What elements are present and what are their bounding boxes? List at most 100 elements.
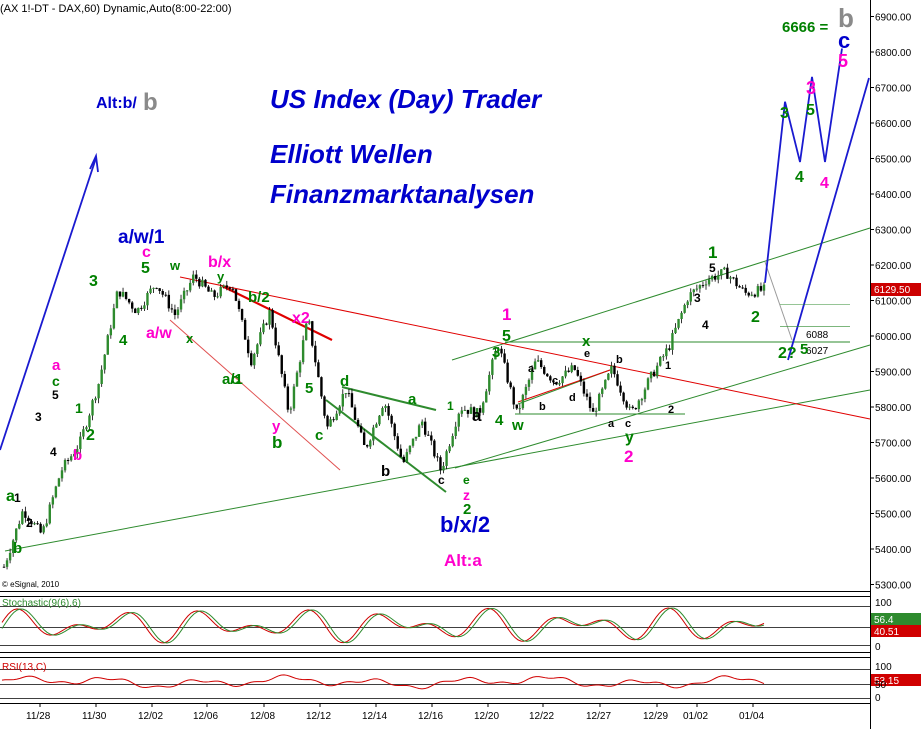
candle (399, 448, 402, 457)
candle (707, 279, 711, 285)
headline-line-1: US Index (Day) Trader (270, 84, 543, 114)
wave-label: c (625, 418, 631, 430)
candle (210, 290, 213, 292)
rsi-line (1, 674, 765, 690)
candle (201, 279, 204, 287)
candle (219, 286, 222, 297)
candle (515, 404, 518, 409)
candle (42, 526, 45, 533)
wave-label: x (186, 331, 194, 346)
price-tick-label: 6900.00 (875, 13, 912, 24)
wave-label: 5 (52, 388, 59, 402)
candle (353, 407, 357, 420)
candle (518, 408, 522, 410)
candle (298, 362, 302, 373)
wave-label: c (315, 427, 323, 444)
candle (127, 298, 131, 303)
candle (222, 285, 225, 287)
stochastic-value-1: 56.4 (874, 615, 894, 626)
candle (759, 286, 763, 291)
x-tick-label: 12/06 (193, 711, 218, 722)
wave-label: c (552, 375, 558, 387)
candle (359, 426, 363, 433)
rsi-tick-50: 50 (875, 680, 887, 691)
wave-label: c (438, 473, 445, 487)
candle (631, 406, 634, 409)
candle (109, 328, 113, 336)
candle (500, 348, 503, 354)
candle (732, 277, 735, 279)
wave-label: 1 (708, 243, 717, 262)
price-tick-label: 5700.00 (875, 439, 912, 450)
candle (207, 286, 210, 292)
candle (30, 521, 33, 525)
trend-lines (4, 227, 871, 552)
last-price-tag-box (871, 283, 921, 296)
x-axis: 11/28 11/30 12/02 12/06 12/08 12/12 12/14 12/16… (26, 703, 764, 722)
candle (659, 356, 662, 366)
wave-label: a (408, 391, 417, 408)
candle (576, 369, 580, 376)
candle (82, 429, 85, 437)
candle (710, 275, 714, 280)
headline-line-3: Finanzmarktanalysen (270, 179, 534, 209)
candle (27, 517, 30, 522)
candle (192, 274, 195, 283)
wave-label: w (169, 258, 181, 273)
wave-label: a/1 (222, 371, 243, 388)
candle (36, 523, 39, 525)
wave-label: x (582, 333, 591, 350)
candle (457, 413, 460, 427)
candle (292, 386, 296, 409)
wave-label: x2 (292, 310, 310, 327)
wave-label: Alt:b/ (96, 95, 137, 112)
rsi-value: 53.15 (874, 676, 899, 687)
wave-label: 1 (14, 491, 21, 505)
stochastic-value-2: 40.51 (874, 627, 899, 638)
candle (106, 335, 109, 355)
chart-title: (AX 1!-DT - DAX,60) Dynamic,Auto(8:00-22… (0, 3, 232, 15)
candle (628, 406, 631, 408)
candle (216, 296, 219, 298)
candle (24, 511, 27, 518)
wave-label: b/x (208, 254, 231, 271)
projection-path (764, 48, 843, 283)
candle (366, 444, 369, 447)
candle (424, 421, 427, 435)
wave-label: 4 (119, 332, 128, 349)
candle (240, 309, 244, 320)
candle (414, 436, 418, 439)
candle (417, 425, 421, 437)
candle (668, 348, 671, 350)
wave-label: 5 (838, 51, 848, 71)
candle (308, 321, 311, 324)
wave-label: a (472, 406, 482, 425)
candle (485, 391, 488, 403)
candle (338, 406, 341, 414)
candle (466, 409, 470, 414)
candle (436, 456, 439, 458)
price-tick-label: 6100.00 (875, 297, 912, 308)
candle (274, 327, 277, 346)
candle (60, 470, 64, 479)
wave-label: 3 (89, 273, 98, 290)
price-tick-label: 5400.00 (875, 545, 912, 556)
candle (408, 445, 412, 453)
price-tick-label: 6700.00 (875, 84, 912, 95)
stochastic-green-line (1, 607, 765, 644)
candle (555, 382, 558, 385)
red-resistance-line (179, 276, 871, 420)
candle (369, 440, 372, 447)
candle (390, 415, 393, 424)
wave-label: 2 (668, 404, 674, 416)
red-thin-line (169, 319, 341, 471)
candle (616, 374, 619, 386)
price-tick-label: 6500.00 (875, 155, 912, 166)
candle (384, 405, 387, 409)
candle (335, 413, 338, 420)
candle (362, 432, 366, 445)
candle (573, 365, 576, 370)
candle (332, 419, 335, 421)
red-bold-segment (221, 285, 333, 341)
red-triangle-segment (517, 369, 611, 403)
